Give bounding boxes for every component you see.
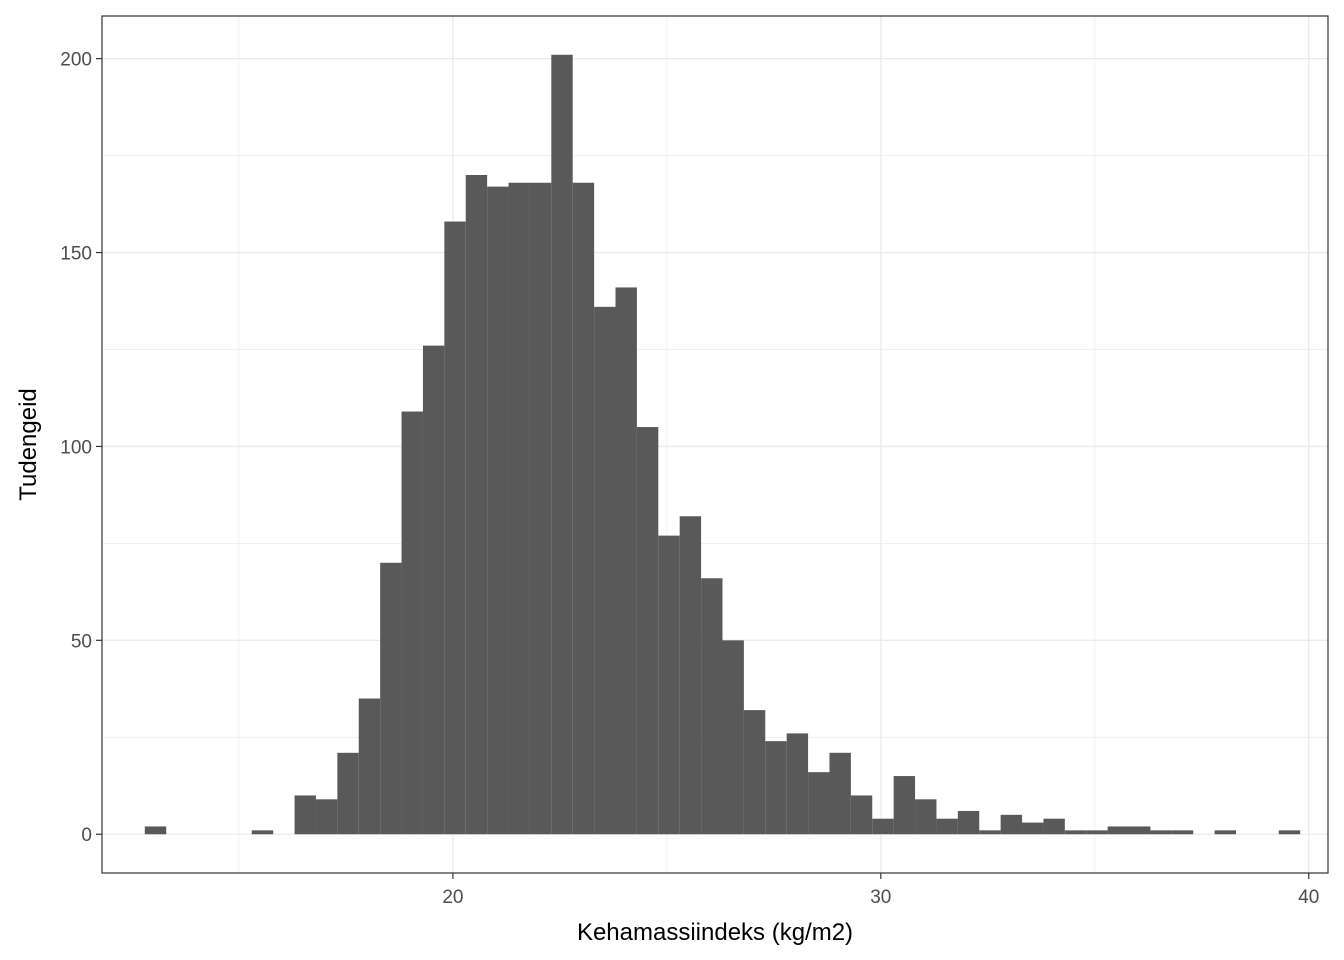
histogram-bar [636,427,659,835]
histogram-bar [1000,814,1023,835]
histogram-bar [1107,826,1130,835]
histogram-bars [144,54,1301,835]
histogram-bar [551,54,573,835]
histogram-bar [380,562,402,835]
histogram-bar [1022,822,1044,835]
histogram-bar [979,830,1001,835]
histogram-bar [251,830,274,835]
histogram-bar [743,710,766,835]
x-tick-label: 40 [1298,887,1319,908]
histogram-bar [508,182,530,835]
axis-ticks: 20 30 40 0 50 100 150 200 [60,50,1319,908]
histogram-bar [658,535,680,835]
histogram-bar [358,698,381,835]
histogram-bar [765,741,787,835]
histogram-bar [786,733,809,835]
y-axis-title: Tudengeid [15,388,42,501]
histogram-bar [615,287,637,835]
histogram-bar [1086,830,1108,835]
histogram-bar [1043,818,1065,835]
histogram-bar [315,799,338,835]
histogram-bar [1171,830,1194,835]
y-tick-label: 0 [81,825,92,846]
x-tick-label: 20 [442,887,463,908]
histogram-bar [1064,830,1087,835]
histogram-bar [294,795,316,835]
y-tick-label: 150 [60,244,92,265]
histogram-bar [422,345,445,835]
histogram-bar [722,640,744,835]
y-tick-label: 200 [60,50,92,71]
histogram-bar [936,818,958,835]
x-tick-label: 30 [870,887,891,908]
histogram-bar [915,799,937,835]
histogram-bar [594,306,616,835]
histogram-bar [679,516,702,835]
histogram-bar [144,826,167,835]
histogram-bar [808,772,830,835]
histogram-bar [872,818,894,835]
histogram-bar [529,182,552,835]
histogram-bar [850,795,873,835]
histogram-bar [401,411,423,835]
y-tick-label: 50 [71,631,92,652]
x-axis-title: Kehamassiindeks (kg/m2) [577,919,853,946]
plot-panel-border [101,15,1329,874]
histogram-bar [1129,826,1151,835]
histogram-bar [487,186,509,835]
histogram-bar [572,182,595,835]
histogram-bar [701,578,723,835]
grid-lines [102,16,1328,873]
histogram-bar [829,752,851,835]
histogram-bar [337,752,359,835]
y-tick-label: 100 [60,437,92,458]
histogram-bar [1150,830,1172,835]
histogram-bar [893,776,916,835]
histogram-bar [1214,830,1236,835]
histogram-bar [465,174,488,835]
histogram-bar [1278,830,1301,835]
histogram-bar [444,221,466,835]
histogram-bar [957,810,980,835]
